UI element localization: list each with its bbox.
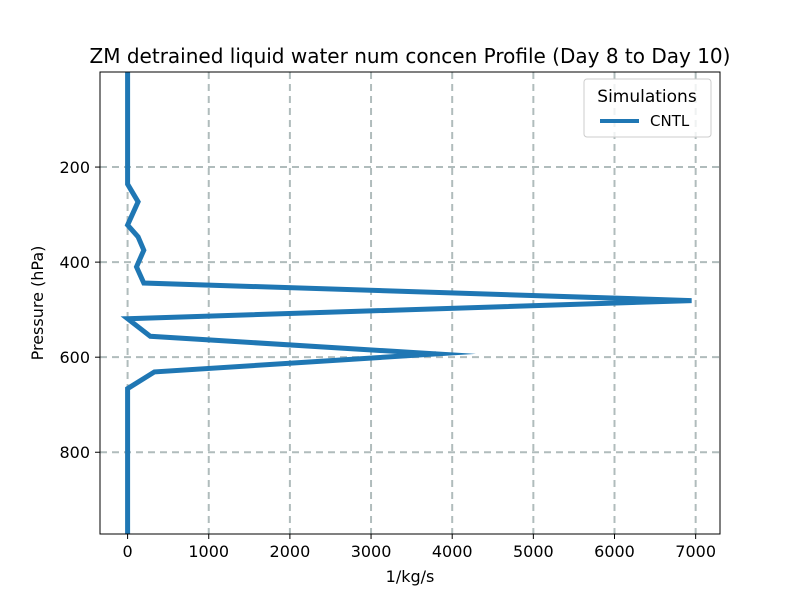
x-tick-label: 6000 xyxy=(594,542,635,561)
x-tick-label: 2000 xyxy=(270,542,311,561)
x-tick-label: 0 xyxy=(122,542,132,561)
plot-frame xyxy=(99,71,721,535)
y-tick-label: 800 xyxy=(59,443,90,462)
grid-lines xyxy=(100,72,720,534)
x-tick-label: 5000 xyxy=(513,542,554,561)
y-tick-label: 400 xyxy=(59,253,90,272)
legend: Simulations CNTL xyxy=(583,78,712,138)
y-tick-label: 200 xyxy=(59,158,90,177)
x-tick-label: 4000 xyxy=(432,542,473,561)
chart-title: ZM detrained liquid water num concen Pro… xyxy=(90,44,731,68)
ticks-layer: 0 1000 2000 3000 4000 5000 6000 7000 200 400 600 80… xyxy=(59,158,716,561)
series-line-cntl xyxy=(120,72,692,534)
x-axis-label: 1/kg/s xyxy=(386,567,435,586)
y-tick-label: 600 xyxy=(59,348,90,367)
x-tick-label: 7000 xyxy=(675,542,716,561)
x-tick-label: 3000 xyxy=(351,542,392,561)
legend-entry-cntl: CNTL xyxy=(650,112,690,130)
series-layer xyxy=(120,72,692,534)
legend-title: Simulations xyxy=(597,87,697,107)
x-tick-label: 1000 xyxy=(188,542,229,561)
y-axis-label: Pressure (hPa) xyxy=(28,246,47,361)
